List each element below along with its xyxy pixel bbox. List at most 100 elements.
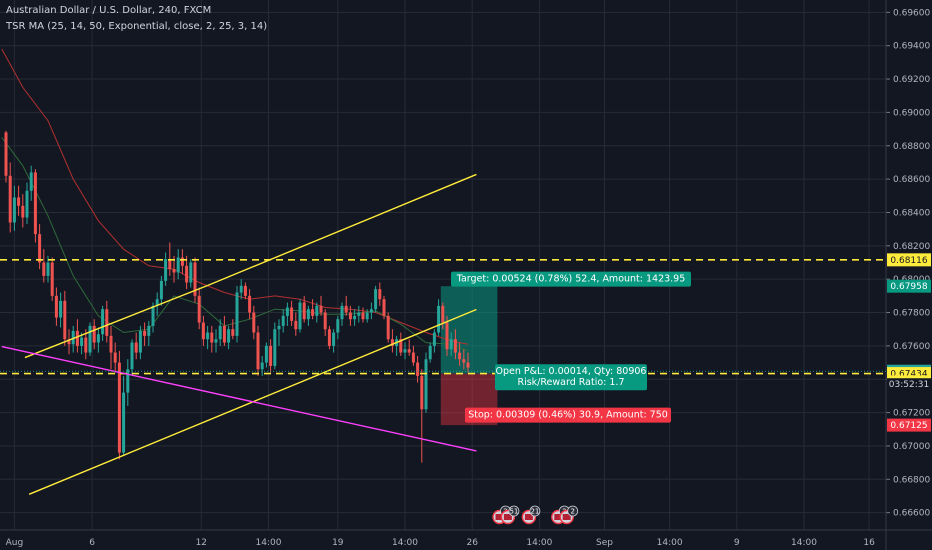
candle-body (323, 312, 327, 330)
candle-body (159, 280, 163, 300)
target-zone (440, 286, 498, 374)
candle-body (285, 307, 289, 316)
candle-body (92, 325, 96, 343)
y-tick-label: 0.67800 (893, 309, 930, 319)
candle-body (176, 257, 180, 273)
trend-line[interactable] (24, 284, 208, 359)
candle-body (248, 295, 252, 313)
candle-body (357, 312, 361, 316)
event-count: 2 (570, 508, 574, 516)
candle-body (403, 349, 407, 353)
x-tick-label: 14:00 (392, 538, 418, 548)
x-tick-label: 9 (734, 538, 740, 548)
candle-body (75, 330, 79, 346)
candle-body (252, 312, 256, 333)
candle-body (117, 362, 121, 453)
candle-body (269, 345, 273, 366)
trend-line[interactable] (207, 173, 477, 287)
candle-body (306, 309, 310, 320)
candle-body (138, 330, 142, 353)
candle-body (361, 312, 365, 320)
candle-body (273, 329, 277, 366)
candle-body (210, 332, 214, 343)
candle-body (290, 307, 294, 321)
candle-body (281, 315, 285, 326)
candle-body (374, 289, 378, 310)
candle-body (466, 362, 470, 368)
chart-legend: Australian Dollar / U.S. Dollar, 240, FX… (6, 3, 267, 35)
candle-body (67, 339, 71, 345)
x-tick-label: 14:00 (657, 538, 683, 548)
y-tick-label: 0.67200 (893, 409, 930, 419)
candle-body (231, 329, 235, 336)
x-tick-label: Sep (596, 538, 613, 548)
candle-body (399, 339, 403, 353)
pnl-label: Risk/Reward Ratio: 1.7 (517, 377, 624, 388)
event-count: 51 (509, 508, 518, 516)
candle-body (50, 262, 54, 296)
candle-body (151, 305, 155, 326)
y-tick-label: 0.68400 (893, 208, 930, 218)
y-tick-label: 0.68200 (893, 242, 930, 252)
candle-body (155, 299, 159, 306)
target-label-box (451, 271, 691, 287)
candle-body (386, 315, 390, 340)
candle-body (432, 332, 436, 346)
price-label: 0.67125 (890, 421, 927, 431)
candle-body (437, 305, 441, 333)
candle-body (407, 349, 411, 353)
candle-body (201, 322, 205, 340)
candle-body (365, 312, 369, 320)
candle-body (21, 205, 25, 218)
candle-body (29, 172, 33, 191)
candle-body (206, 332, 210, 340)
candle-body (411, 352, 415, 363)
countdown-label: 03:52:31 (889, 380, 929, 390)
candle-body (344, 305, 348, 313)
candle-body (298, 302, 302, 330)
candle-body (327, 329, 331, 346)
candle-body (63, 300, 67, 340)
candle-body (353, 315, 357, 320)
event-flag-stripe (562, 514, 571, 520)
candle-body (143, 330, 147, 336)
candle-body (197, 295, 201, 323)
pnl-label-box (495, 364, 647, 391)
candle-body (33, 172, 37, 235)
candle-body (332, 332, 336, 346)
candle-body (193, 262, 197, 296)
candle-body (126, 369, 130, 393)
candle-body (84, 337, 88, 353)
candle-body (113, 352, 117, 363)
candle-body (214, 339, 218, 343)
x-tick-label: 14:00 (791, 538, 817, 548)
support-line[interactable] (1, 345, 477, 452)
price-label: 0.67434 (890, 370, 927, 380)
candle-body (348, 312, 352, 320)
event-count-badge (529, 505, 541, 517)
x-tick-label: 12 (196, 538, 207, 548)
candle-body (46, 262, 50, 276)
y-tick-label: 0.67000 (893, 442, 930, 452)
candle-body (101, 309, 105, 335)
stop-label: Stop: 0.00309 (0.46%) 30.9, Amount: 750 (468, 410, 668, 421)
candle-body (147, 325, 151, 336)
candle-body (294, 320, 298, 330)
x-tick-label: 6 (89, 538, 95, 548)
y-tick-label: 0.68600 (893, 175, 930, 185)
candle-body (185, 265, 189, 283)
price-label-box (887, 279, 931, 293)
indicator-label: TSR MA (25, 14, 50, Exponential, close, … (6, 21, 268, 32)
candle-body (88, 325, 92, 353)
event-flag-stripe (524, 514, 533, 520)
candle-body (189, 262, 193, 283)
price-label: 0.67958 (890, 282, 927, 292)
candle-body (38, 234, 42, 263)
candle-body (180, 257, 184, 266)
candle-body (96, 334, 100, 343)
candle-body (227, 329, 231, 343)
candle-body (428, 345, 432, 360)
candle-body (105, 309, 109, 336)
